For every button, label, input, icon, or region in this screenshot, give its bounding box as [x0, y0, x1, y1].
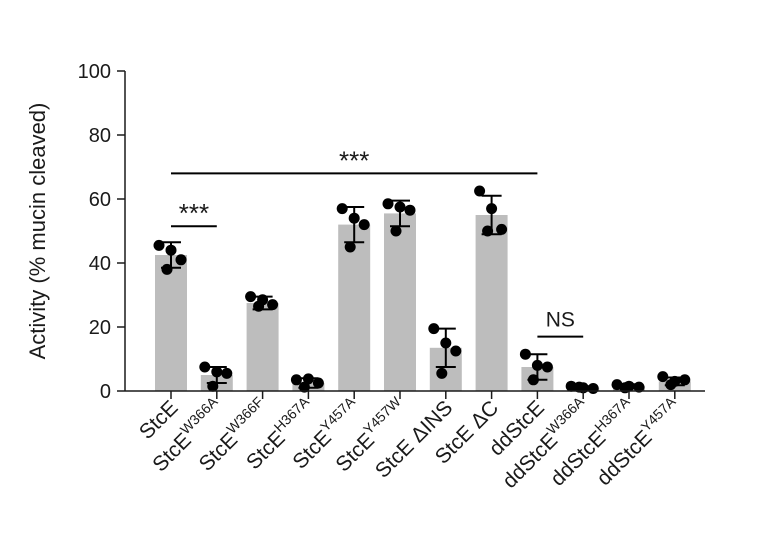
data-point	[161, 263, 173, 275]
x-tick-label-superscript: H367A	[591, 393, 633, 435]
bar	[475, 215, 508, 391]
data-point	[348, 212, 360, 224]
data-point	[440, 337, 452, 349]
data-point	[302, 373, 314, 385]
data-point	[665, 379, 677, 391]
data-point	[253, 300, 265, 312]
y-tick-label: 60	[89, 189, 111, 211]
data-point	[496, 223, 508, 235]
data-point	[404, 204, 416, 216]
bar	[384, 213, 416, 391]
bar	[338, 224, 371, 391]
x-tick-label-superscript: Y457W	[360, 393, 404, 437]
data-point	[245, 291, 257, 303]
error-bars	[161, 194, 685, 391]
data-point	[565, 380, 577, 392]
x-tick-label-superscript: Y457A	[638, 393, 680, 435]
data-point	[587, 382, 599, 394]
y-tick-label: 80	[89, 125, 111, 147]
significance-label: NS	[546, 309, 575, 332]
data-point	[633, 381, 645, 393]
data-point	[298, 381, 310, 393]
bars	[155, 213, 691, 391]
y-tick-label: 20	[89, 317, 111, 339]
y-axis: 0 20 40 60 80 100	[78, 61, 126, 403]
data-point	[267, 299, 279, 311]
data-point	[312, 377, 324, 389]
bar	[246, 303, 279, 391]
bar	[155, 255, 187, 391]
data-point	[519, 348, 531, 360]
y-tick-label: 40	[89, 253, 111, 275]
data-point	[390, 225, 402, 237]
data-point	[207, 380, 219, 392]
data-point	[657, 371, 669, 383]
data-point	[382, 198, 394, 210]
data-point	[153, 239, 165, 251]
data-point	[531, 359, 543, 371]
x-tick-label-superscript: W366F	[223, 393, 266, 436]
data-point	[336, 203, 348, 215]
x-tick-label-superscript: W366A	[543, 393, 587, 437]
data-point	[573, 381, 585, 393]
data-point	[541, 361, 553, 373]
x-tick-label-superscript: W366A	[177, 393, 221, 437]
data-point	[221, 367, 233, 379]
x-tick-label-superscript: Y457A	[317, 393, 359, 435]
data-point	[482, 225, 494, 237]
data-point	[436, 367, 448, 379]
data-point	[450, 345, 462, 357]
significance-label: ***	[179, 198, 209, 228]
data-point	[428, 323, 440, 335]
y-axis-label: Activity (% mucin cleaved)	[25, 103, 50, 360]
data-point	[344, 241, 356, 253]
data-point	[165, 244, 177, 256]
data-point	[175, 254, 187, 266]
x-tick-label-superscript: H367A	[271, 393, 313, 435]
data-point	[199, 361, 211, 373]
significance-label: ***	[339, 145, 369, 175]
data-point	[290, 374, 302, 386]
data-point	[679, 374, 691, 386]
significance-annotations: *** *** NS	[171, 145, 584, 338]
data-point	[486, 203, 498, 215]
y-tick-label: 0	[100, 381, 111, 403]
data-points	[153, 185, 691, 394]
data-point	[358, 219, 370, 231]
data-point	[211, 366, 223, 378]
y-tick-label: 100	[78, 61, 111, 83]
x-axis: StcEStcEW366AStcEW366FStcEH367AStcEY457A…	[125, 390, 705, 493]
data-point	[474, 185, 486, 197]
data-point	[394, 201, 406, 213]
data-point	[527, 374, 539, 386]
